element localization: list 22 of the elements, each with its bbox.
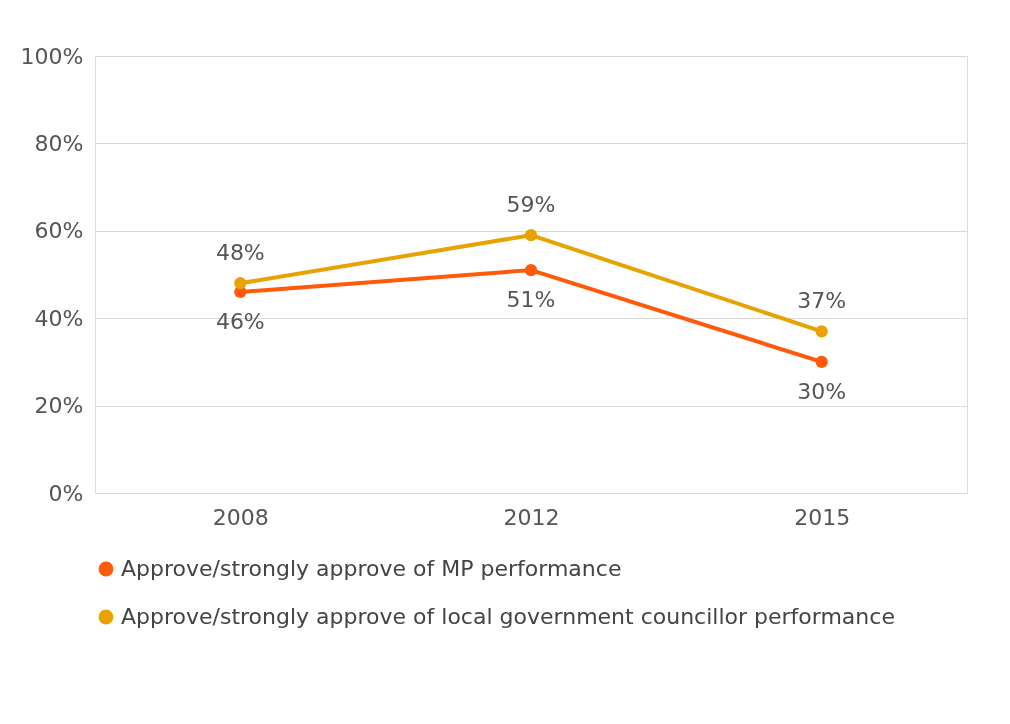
y-tick-label: 40% [34, 305, 84, 331]
legend-label: Approve/strongly approve of local government councillor performance [121, 604, 895, 629]
data-label: 37% [797, 288, 847, 314]
point [524, 229, 538, 242]
y-tick-label: 80% [34, 130, 84, 156]
data-label: 48% [215, 240, 265, 266]
y-tick-label: 20% [34, 393, 84, 419]
data-label: 59% [506, 192, 556, 218]
x-tick-label: 2012 [503, 504, 560, 530]
point [815, 325, 828, 338]
point [524, 264, 538, 277]
data-label: 51% [506, 287, 556, 313]
y-tick-label: 0% [48, 480, 84, 506]
y-tick-label: 100% [20, 43, 84, 69]
x-tick-label: 2015 [794, 504, 851, 530]
data-label: 30% [797, 378, 847, 404]
legend-label: Approve/strongly approve of MP performance [121, 556, 622, 581]
x-tick-label: 2008 [212, 504, 269, 530]
point [234, 277, 247, 290]
y-tick-label: 60% [34, 218, 84, 244]
data-label: 46% [215, 308, 265, 334]
point [815, 355, 828, 369]
